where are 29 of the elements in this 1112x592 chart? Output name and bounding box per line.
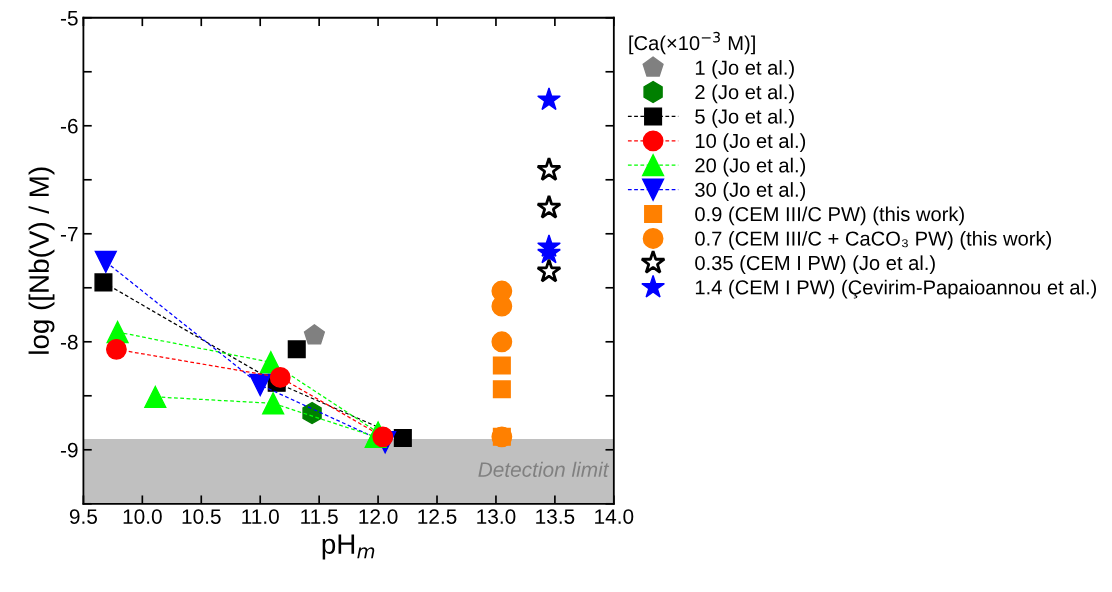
legend-label: 5 (Jo et al.) (695, 108, 794, 128)
x-tick-label: 13.5 (536, 509, 575, 524)
y-tick-label: -6 (60, 118, 78, 134)
x-tick-label: 12.0 (359, 509, 398, 524)
x-tick-label: 12.5 (418, 509, 457, 524)
y-tick-label: -8 (60, 334, 78, 350)
x-tick-label: 10.5 (182, 509, 221, 524)
legend-label: 10 (Jo et al.) (695, 133, 806, 153)
y-tick-label: -5 (60, 10, 78, 26)
y-tick-label: -7 (60, 226, 78, 242)
x-tick-label: 9.5 (69, 509, 98, 524)
y-tick-label: -9 (60, 442, 78, 458)
legend-label: 2 (Jo et al.) (695, 84, 794, 104)
legend-title: [Ca(×10$^{−3}$ M)] (629, 31, 755, 55)
legend-label: 30 (Jo et al.) (695, 182, 806, 201)
x-tick-label: 11.0 (242, 509, 279, 524)
y-axis-title: log ([Nb(V) / M) (28, 167, 55, 354)
legend-label: 1.4 (CEM I PW) (Çevirim-Papaioannou et al.) (695, 279, 1097, 299)
x-axis-title: pH$_{m}$ (322, 534, 375, 560)
legend-label: 0.35 (CEM I PW) (Jo et al.) (695, 255, 935, 275)
x-tick-label: 11.5 (301, 509, 338, 524)
x-tick-label: 10.0 (123, 509, 162, 524)
legend-label: 0.7 (CEM III/C + CaCO₃ PW) (this work) (695, 230, 1052, 250)
band-label: Detection limit (478, 461, 610, 477)
legend-label: 1 (Jo et al.) (695, 60, 794, 79)
x-tick-label: 13.0 (477, 509, 516, 524)
legend-label: 0.9 (CEM III/C PW) (this work) (695, 206, 964, 226)
x-tick-label: 14.0 (595, 509, 634, 524)
legend-label: 20 (Jo et al.) (695, 157, 806, 177)
